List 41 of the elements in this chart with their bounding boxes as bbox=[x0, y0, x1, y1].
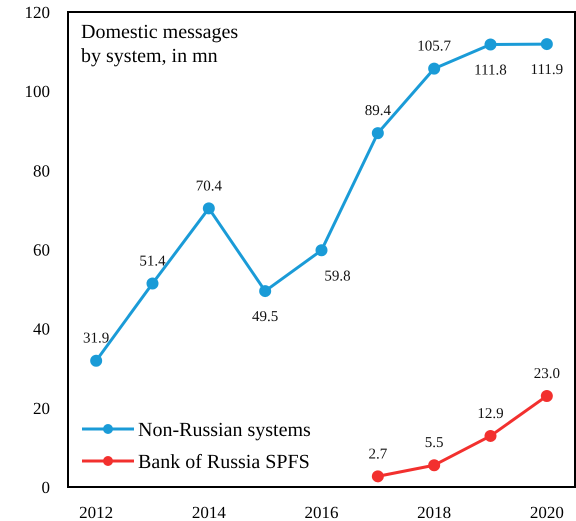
point bbox=[428, 62, 440, 75]
point bbox=[202, 202, 215, 214]
point bbox=[259, 285, 272, 298]
x-tick-label: 2020 bbox=[530, 503, 564, 521]
data-label: 31.9 bbox=[83, 330, 110, 347]
data-label: 111.9 bbox=[530, 62, 564, 78]
y-tick-label: 60 bbox=[33, 240, 50, 260]
data-label: 105.7 bbox=[417, 38, 452, 55]
point bbox=[484, 430, 496, 442]
y-tick-label: 40 bbox=[33, 320, 50, 339]
point bbox=[316, 244, 328, 256]
x-tick-label: 2012 bbox=[79, 503, 114, 521]
y-tick-label: 100 bbox=[24, 82, 50, 102]
legend-label: Non-Russian systems bbox=[138, 419, 311, 441]
data-label: 111.8 bbox=[474, 62, 507, 78]
data-label: 12.9 bbox=[477, 406, 504, 422]
point bbox=[540, 38, 553, 50]
point bbox=[484, 38, 496, 50]
legend-label: Bank of Russia SPFS bbox=[138, 451, 310, 473]
y-tick-label: 20 bbox=[33, 398, 50, 418]
data-label: 23.0 bbox=[534, 366, 560, 382]
data-label: 51.4 bbox=[139, 254, 166, 270]
text: Domestic messages by system, in mn bbox=[81, 21, 238, 67]
point bbox=[540, 390, 553, 402]
data-label: 2.7 bbox=[368, 446, 388, 462]
data-label: 89.4 bbox=[364, 103, 392, 120]
y-tick-label: 120 bbox=[24, 2, 50, 22]
point bbox=[146, 278, 158, 290]
x-tick-label: 2016 bbox=[304, 503, 338, 521]
point bbox=[90, 354, 102, 367]
x-tick-label: 2014 bbox=[192, 503, 226, 521]
point bbox=[372, 127, 384, 140]
x-tick-label: 2018 bbox=[417, 503, 452, 521]
data-label: 59.8 bbox=[324, 268, 351, 284]
y-tick-label: 0 bbox=[42, 478, 50, 497]
point bbox=[372, 470, 384, 482]
point bbox=[428, 459, 440, 472]
y-tick-label: 80 bbox=[33, 161, 50, 180]
data-label: 5.5 bbox=[424, 435, 444, 452]
data-label: 49.5 bbox=[252, 309, 278, 326]
data-label: 70.4 bbox=[196, 178, 222, 194]
